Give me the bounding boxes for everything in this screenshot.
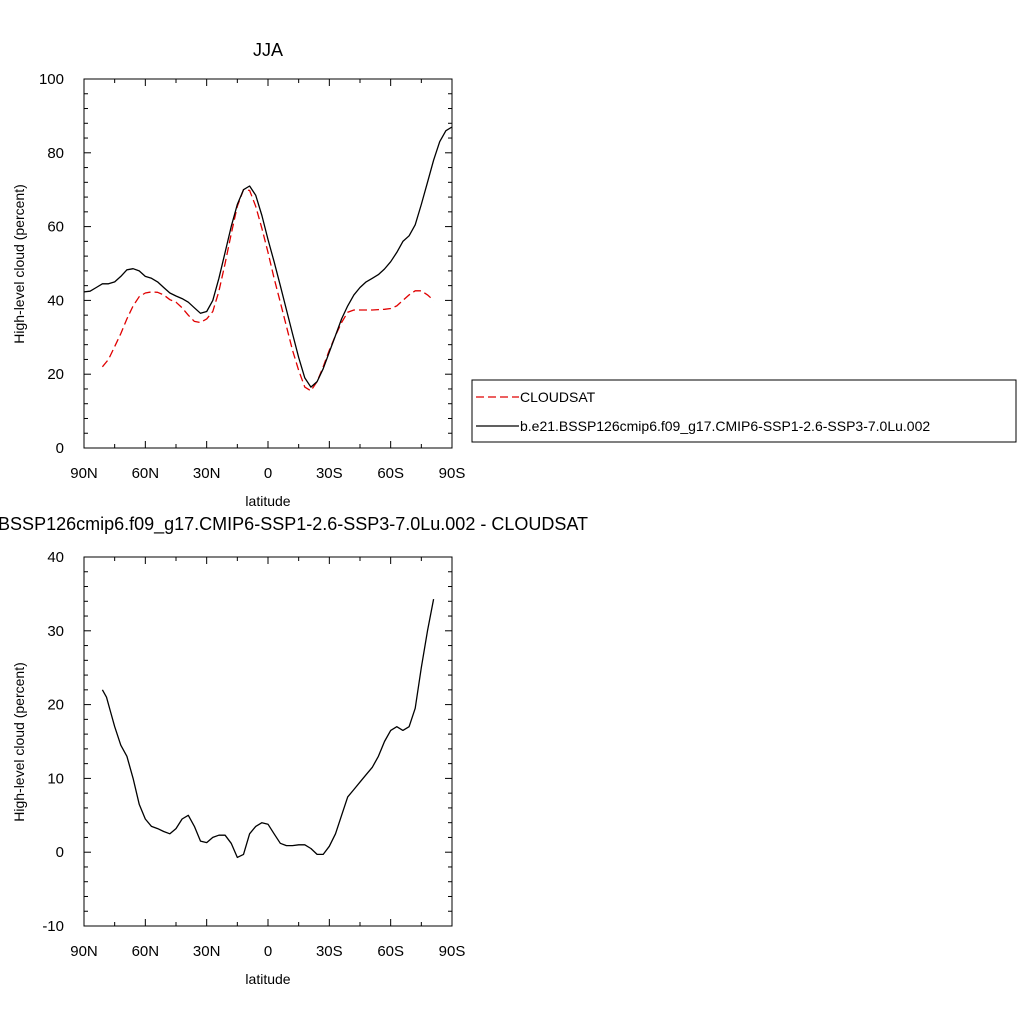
bottom-x-tick-label: 90N <box>70 943 98 960</box>
bottom-y-tick-label: -10 <box>42 918 64 935</box>
top-series-line-cloudsat <box>101 189 435 392</box>
legend-box <box>471 379 1017 443</box>
top-x-tick-label: 60S <box>377 465 404 482</box>
bottom-y-tick-label: 10 <box>47 770 64 787</box>
bottom-panel-ylabel: High-level cloud (percent) <box>11 662 27 822</box>
bottom-x-tick-label: 30N <box>193 943 221 960</box>
top-x-tick-label: 60N <box>132 465 160 482</box>
bottom-panel-axes: 90N 60N 30N 0 30S 60S 90S -10 0 10 20 30 40 <box>42 549 465 960</box>
bottom-y-tick-label: 30 <box>47 623 64 640</box>
top-y-tick-label: 0 <box>56 440 64 457</box>
bottom-x-tick-label: 90S <box>439 943 466 960</box>
top-y-tick-label: 100 <box>39 71 64 88</box>
top-x-tick-label: 30S <box>316 465 343 482</box>
legend-label-model: b.e21.BSSP126cmip6.f09_g17.CMIP6-SSP1-2.… <box>520 418 930 434</box>
legend-label-cloudsat: CLOUDSAT <box>520 389 596 405</box>
top-panel-title: JJA <box>253 40 283 60</box>
bottom-plot-frame <box>83 556 453 927</box>
top-x-tick-label: 90N <box>70 465 98 482</box>
top-x-tick-label: 30N <box>193 465 221 482</box>
bottom-panel-title: b.e21.BSSP126cmip6.f09_g17.CMIP6-SSP1-2.… <box>0 514 588 535</box>
bottom-panel-xlabel: latitude <box>245 971 290 987</box>
legend: CLOUDSAT b.e21.BSSP126cmip6.f09_g17.CMIP… <box>471 379 1017 443</box>
top-y-tick-label: 80 <box>47 145 64 162</box>
top-panel-axes: 90N 60N 30N 0 30S 60S 90S 0 20 40 60 80 100 <box>39 71 465 482</box>
bottom-panel: b.e21.BSSP126cmip6.f09_g17.CMIP6-SSP1-2.… <box>0 514 588 987</box>
top-panel: JJA 90N 60N 30N 0 30S 60S 90S 0 20 40 60 80 100 lati… <box>11 40 465 509</box>
top-series-line-model <box>83 126 453 388</box>
bottom-y-tick-label: 0 <box>56 844 64 861</box>
top-plot-frame <box>83 78 453 449</box>
top-panel-xlabel: latitude <box>245 493 290 509</box>
top-panel-ylabel: High-level cloud (percent) <box>11 184 27 344</box>
bottom-y-tick-label: 40 <box>47 549 64 566</box>
top-x-tick-label: 90S <box>439 465 466 482</box>
bottom-x-tick-label: 0 <box>264 943 272 960</box>
top-x-tick-label: 0 <box>264 465 272 482</box>
bottom-x-tick-label: 60N <box>132 943 160 960</box>
bottom-x-tick-label: 30S <box>316 943 343 960</box>
bottom-y-tick-label: 20 <box>47 697 64 714</box>
bottom-x-tick-label: 60S <box>377 943 404 960</box>
top-y-tick-label: 60 <box>47 219 64 236</box>
bottom-series-line-difference <box>101 598 435 859</box>
top-y-tick-label: 40 <box>47 292 64 309</box>
top-y-tick-label: 20 <box>47 366 64 383</box>
bottom-panel-series-lines <box>101 598 435 859</box>
top-panel-series-lines <box>83 126 453 392</box>
